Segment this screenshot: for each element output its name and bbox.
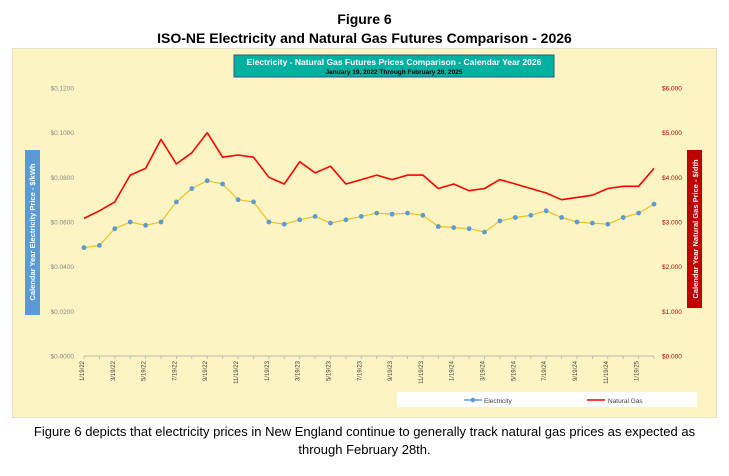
x-tick-label: 5/19/23 bbox=[326, 360, 332, 381]
legend-electricity-marker bbox=[470, 397, 476, 403]
x-tick-label: 1/19/25 bbox=[635, 360, 641, 381]
left-axis-label-box bbox=[25, 150, 40, 315]
electricity-point bbox=[312, 214, 318, 219]
electricity-point bbox=[189, 186, 195, 191]
electricity-point bbox=[497, 218, 503, 224]
right-y-ticks: $0.000 $1.000 $2.000 $3.000 $4.000 $5.000 $6.0… bbox=[662, 86, 682, 361]
x-tick-label: 9/19/23 bbox=[388, 360, 394, 381]
electricity-point bbox=[174, 199, 179, 205]
electricity-point bbox=[297, 217, 303, 223]
x-tick-label: 3/19/24 bbox=[481, 360, 487, 381]
electricity-point bbox=[528, 212, 534, 218]
electricity-point bbox=[435, 224, 441, 229]
x-tick-label: 3/19/23 bbox=[296, 360, 302, 381]
chart-svg: Electricity - Natural Gas Futures Prices… bbox=[11, 47, 718, 419]
right-y-tick-label: $2.000 bbox=[662, 264, 682, 271]
right-y-tick-label: $3.000 bbox=[662, 220, 682, 227]
x-tick-label: 7/19/23 bbox=[357, 360, 363, 381]
electricity-point bbox=[543, 208, 549, 214]
x-tick-label: 11/19/24 bbox=[604, 360, 610, 384]
electricity-point bbox=[358, 214, 364, 219]
legend-electricity-label: Electricity bbox=[484, 398, 513, 405]
electricity-point bbox=[651, 201, 657, 207]
electricity-point bbox=[204, 178, 210, 184]
electricity-point bbox=[112, 226, 118, 232]
electricity-point bbox=[420, 212, 426, 218]
figure-caption: Figure 6 depicts that electricity prices… bbox=[10, 423, 719, 459]
electricity-point bbox=[374, 210, 380, 216]
left-y-tick-label: $0.0200 bbox=[51, 309, 75, 316]
x-tick-label: 7/19/24 bbox=[542, 360, 548, 381]
x-tick-label: 11/19/23 bbox=[419, 360, 425, 384]
left-axis-label: Calendar Year Electricity Price - $/kWh bbox=[28, 163, 37, 300]
legend: Electricity Natural Gas bbox=[397, 392, 697, 407]
electricity-point bbox=[266, 219, 272, 225]
electricity-point bbox=[281, 221, 287, 227]
legend-box bbox=[397, 392, 697, 407]
left-y-tick-label: $0.0000 bbox=[51, 354, 75, 361]
electricity-point bbox=[220, 181, 226, 187]
right-axis-label: Calendar Year Natural Gas Price - $/dth bbox=[691, 159, 700, 299]
left-y-tick-label: $0.0800 bbox=[51, 175, 75, 182]
caption-line-1: Figure 6 depicts that electricity prices… bbox=[33, 424, 696, 439]
electricity-point bbox=[235, 197, 241, 203]
electricity-line bbox=[83, 180, 655, 249]
right-axis-label-box bbox=[687, 150, 702, 308]
left-y-tick-label: $0.1200 bbox=[51, 86, 75, 93]
left-y-ticks: $0.0000 $0.0200 $0.0400 $0.0600 $0.0800 $0.10… bbox=[51, 86, 75, 361]
chart-background bbox=[11, 47, 718, 419]
electricity-point bbox=[513, 215, 518, 220]
electricity-point bbox=[451, 225, 457, 231]
right-y-tick-label: $1.000 bbox=[662, 309, 682, 316]
x-tick-label: 1/19/24 bbox=[450, 360, 456, 381]
electricity-point bbox=[328, 220, 333, 226]
electricity-point bbox=[559, 215, 564, 220]
electricity-point bbox=[620, 215, 626, 220]
caption-line-2: through February 28th. bbox=[298, 442, 431, 457]
x-tick-label: 9/19/24 bbox=[573, 360, 579, 381]
electricity-point bbox=[590, 220, 595, 226]
x-tick-label: 5/19/24 bbox=[511, 360, 517, 381]
electricity-point bbox=[389, 211, 395, 217]
electricity-point bbox=[405, 210, 410, 216]
chart-title-box bbox=[233, 54, 555, 78]
x-tick-label: 9/19/22 bbox=[203, 360, 209, 381]
x-tick-label: 11/19/22 bbox=[234, 360, 240, 384]
right-axis-label-group: Calendar Year Natural Gas Price - $/dth bbox=[687, 150, 702, 308]
left-y-tick-label: $0.0400 bbox=[51, 264, 75, 271]
x-tick-label: 5/19/22 bbox=[142, 360, 148, 381]
x-tick-label: 1/19/23 bbox=[265, 360, 271, 381]
x-tick-label: 3/19/22 bbox=[111, 360, 117, 381]
right-y-tick-label: $6.000 bbox=[662, 86, 682, 93]
electricity-point bbox=[482, 229, 487, 235]
natural-gas-line bbox=[83, 131, 655, 220]
electricity-point bbox=[574, 219, 580, 225]
electricity-point bbox=[158, 219, 164, 225]
series-layer bbox=[81, 131, 657, 251]
chart-container: Electricity - Natural Gas Futures Prices… bbox=[11, 47, 718, 419]
left-y-tick-label: $0.1000 bbox=[51, 130, 75, 137]
electricity-point bbox=[251, 199, 256, 205]
electricity-point bbox=[81, 245, 87, 251]
right-y-tick-label: $0.000 bbox=[662, 354, 682, 361]
left-axis-label-group: Calendar Year Electricity Price - $/kWh bbox=[25, 150, 40, 315]
electricity-point bbox=[466, 226, 472, 232]
right-y-tick-label: $5.000 bbox=[662, 130, 682, 137]
electricity-point bbox=[605, 221, 611, 227]
electricity-point bbox=[343, 217, 349, 223]
left-y-tick-label: $0.0600 bbox=[51, 220, 75, 227]
figure-label: Figure 6 bbox=[337, 11, 392, 27]
electricity-point bbox=[143, 222, 149, 228]
electricity-point bbox=[636, 210, 641, 216]
x-tick-label: 1/19/22 bbox=[80, 360, 86, 381]
electricity-point bbox=[127, 219, 133, 225]
figure-title: ISO-NE Electricity and Natural Gas Futur… bbox=[157, 30, 572, 46]
x-tick-label: 7/19/22 bbox=[172, 360, 178, 381]
chart-subtitle: January 19, 2022 Through February 28, 20… bbox=[326, 69, 463, 76]
legend-natural-gas-label: Natural Gas bbox=[608, 398, 643, 405]
right-y-tick-label: $4.000 bbox=[662, 175, 682, 182]
electricity-point bbox=[97, 243, 102, 248]
chart-title: Electricity - Natural Gas Futures Prices… bbox=[247, 57, 542, 67]
